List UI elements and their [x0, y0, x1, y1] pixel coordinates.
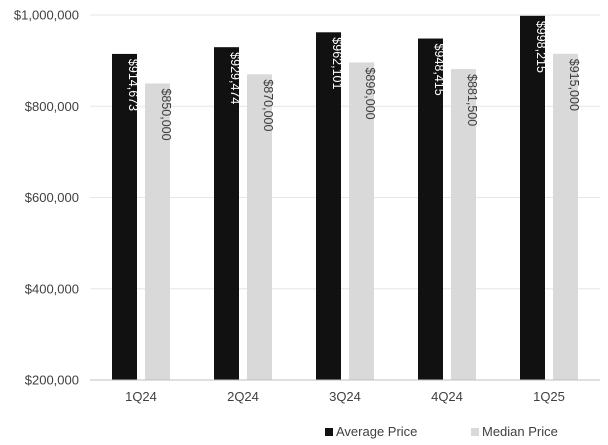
x-tick-label: 3Q24 — [329, 389, 361, 404]
median-price-label: $915,000 — [567, 59, 581, 111]
median-price-label: $870,000 — [261, 79, 275, 131]
legend-label-average: Average Price — [336, 424, 417, 439]
y-axis: $200,000 $400,000 $600,000 $800,000 $1,000,0… — [14, 8, 79, 388]
x-tick-label: 1Q25 — [533, 389, 565, 404]
x-axis: 1Q24 2Q24 3Q24 4Q24 1Q25 — [90, 379, 600, 404]
median-price-bar — [553, 53, 578, 380]
legend-label-median: Median Price — [482, 424, 558, 439]
average-price-label: $962,101 — [330, 37, 344, 89]
median-price-label: $850,000 — [159, 88, 173, 140]
median-price-label: $881,500 — [465, 74, 479, 126]
gridlines — [90, 14, 600, 290]
legend-swatch-average — [325, 428, 333, 436]
y-tick-label: $600,000 — [25, 190, 79, 205]
legend: Average Price Median Price — [325, 424, 558, 439]
median-price-bar — [247, 74, 272, 380]
average-price-label: $914,673 — [126, 59, 140, 111]
average-price-bar — [214, 47, 239, 380]
average-price-label: $929,474 — [228, 52, 242, 104]
average-price-bar — [316, 32, 341, 381]
average-price-label: $998,215 — [534, 21, 548, 73]
median-price-bar — [451, 69, 476, 381]
x-tick-label: 1Q24 — [125, 389, 157, 404]
average-price-bar — [418, 38, 443, 381]
x-tick-label: 4Q24 — [431, 389, 463, 404]
y-tick-label: $200,000 — [25, 373, 79, 388]
data-labels: $914,673 $850,000 $929,474 $870,000 $962,101… — [126, 21, 581, 141]
average-price-bar — [520, 15, 545, 381]
average-price-bar — [112, 53, 137, 380]
median-price-bar — [145, 83, 170, 380]
legend-swatch-median — [471, 428, 479, 436]
y-tick-label: $1,000,000 — [14, 8, 79, 23]
median-price-label: $896,000 — [363, 67, 377, 119]
y-tick-label: $800,000 — [25, 99, 79, 114]
y-tick-label: $400,000 — [25, 281, 79, 296]
median-price-bar — [349, 62, 374, 380]
x-tick-label: 2Q24 — [227, 389, 259, 404]
bars — [112, 15, 578, 381]
average-price-label: $948,415 — [432, 44, 446, 96]
